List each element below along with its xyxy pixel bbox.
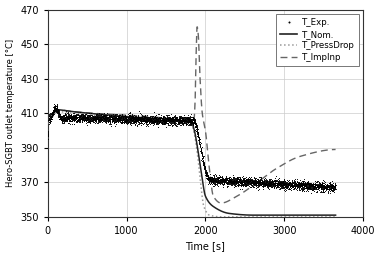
Y-axis label: Hero-SGBT outlet temperature [°C]: Hero-SGBT outlet temperature [°C]: [6, 39, 14, 187]
Legend: T_Exp., T_Nom., T_PressDrop, T_ImpInp: T_Exp., T_Nom., T_PressDrop, T_ImpInp: [276, 14, 359, 66]
X-axis label: Time [s]: Time [s]: [186, 241, 225, 251]
